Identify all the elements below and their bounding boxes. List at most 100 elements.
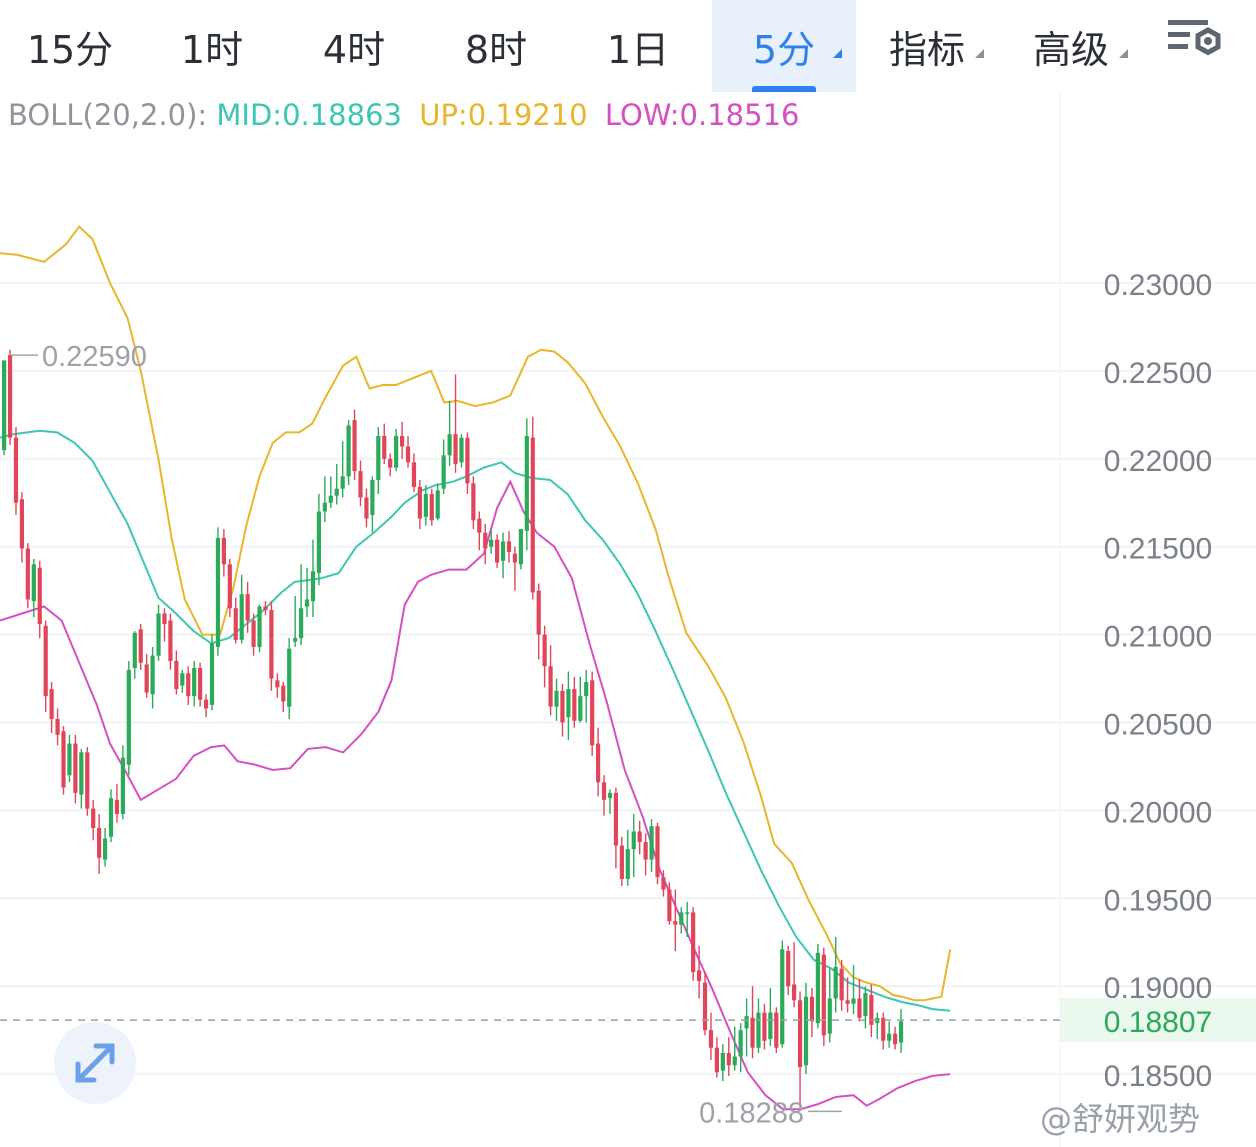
candle-body <box>13 437 19 503</box>
candle-body <box>132 632 137 669</box>
candle-body <box>453 434 458 465</box>
max-price-label: 0.22590 <box>42 341 147 373</box>
chart-settings-button[interactable] <box>1160 10 1230 70</box>
candle-body <box>566 689 571 718</box>
candle-body <box>429 493 434 521</box>
tab-5[interactable]: 5分 <box>712 0 856 92</box>
candle-body <box>91 808 96 828</box>
tab-6[interactable]: 指标 <box>856 0 998 92</box>
candle-body <box>43 625 48 697</box>
candle-body <box>352 420 357 472</box>
candle-body <box>293 638 298 642</box>
candle-body <box>275 680 280 688</box>
y-tick-label: 0.22500 <box>1104 357 1212 390</box>
y-tick-label: 0.23000 <box>1104 269 1212 302</box>
candle-body <box>590 680 595 746</box>
candle-body <box>411 462 417 487</box>
y-tick-label: 0.20000 <box>1104 796 1212 829</box>
candle-body <box>322 502 327 512</box>
candle-body <box>708 1030 714 1048</box>
candle-body <box>744 1016 749 1029</box>
candle-body <box>720 1053 725 1071</box>
candle-body <box>851 998 856 1004</box>
dropdown-caret-icon <box>1119 49 1128 58</box>
candle-body <box>631 831 636 850</box>
tab-label: 8时 <box>464 27 528 72</box>
candle-body <box>619 845 624 879</box>
candle-body <box>358 471 363 498</box>
candle-body <box>530 437 535 593</box>
candle-body <box>714 1047 719 1073</box>
tab-label: 高级 <box>1032 27 1109 72</box>
candle-body <box>578 696 583 721</box>
candle-body <box>732 1056 737 1066</box>
y-tick-label: 0.19500 <box>1104 884 1212 917</box>
candle-body <box>762 1012 767 1041</box>
tab-label: 1时 <box>180 27 244 72</box>
tab-4[interactable]: 1日 <box>568 0 708 92</box>
candle-body <box>388 458 393 468</box>
candle-body <box>738 1030 743 1057</box>
dropdown-caret-icon <box>975 49 984 58</box>
candle-body <box>655 826 660 878</box>
candle-body <box>304 599 310 607</box>
candle-body <box>512 553 518 563</box>
candle-body <box>37 567 42 625</box>
candle-body <box>857 998 862 1018</box>
candle-body <box>245 594 250 621</box>
candle-body <box>233 608 238 640</box>
candle-body <box>73 743 78 793</box>
candle-body <box>376 435 381 480</box>
candle-body <box>667 889 672 922</box>
candle-body <box>25 548 30 600</box>
candle-body <box>126 669 131 765</box>
candle-body <box>696 970 702 981</box>
candle-body <box>31 564 36 602</box>
candle-body <box>203 699 209 709</box>
candle-body <box>483 532 488 549</box>
dropdown-caret-icon <box>833 49 842 58</box>
boll-low: LOW:0.18516 <box>604 98 800 132</box>
candle-body <box>316 511 322 574</box>
y-tick-label: 0.21000 <box>1104 621 1212 654</box>
candle-body <box>310 571 316 602</box>
candle-body <box>97 827 102 858</box>
candle-body <box>596 743 601 783</box>
tab-0[interactable]: 15分 <box>0 0 140 92</box>
candle-body <box>691 912 696 973</box>
candle-body <box>786 951 791 987</box>
candle-body <box>120 757 125 814</box>
candle-body <box>2 360 7 451</box>
candle-body <box>821 954 826 1036</box>
y-tick-label: 0.20500 <box>1104 709 1212 742</box>
candle-body <box>465 437 470 484</box>
tab-7[interactable]: 高级 <box>1000 0 1142 92</box>
expand-icon <box>75 1043 115 1083</box>
tab-label: 4时 <box>322 27 386 72</box>
tab-2[interactable]: 4时 <box>284 0 424 92</box>
candle-body <box>435 490 440 519</box>
watermark: @舒妍观势 <box>1040 1100 1201 1138</box>
candle-body <box>281 685 286 702</box>
candle-body <box>328 495 333 503</box>
candlestick-chart[interactable]: 0.23000 0.22500 0.22000 0.21500 0.21000 0.205… <box>0 92 1256 1147</box>
candle-body <box>269 609 274 679</box>
candle-body <box>346 425 351 477</box>
candle-body <box>423 493 428 517</box>
candle-body <box>168 620 173 661</box>
candle-body <box>138 629 143 663</box>
candle-body <box>334 488 339 496</box>
boll-legend: BOLL(20,2.0): MID:0.18863 UP:0.19210 LOW… <box>8 98 807 132</box>
candle-body <box>108 798 114 837</box>
candle-body <box>340 476 345 489</box>
candle-body <box>845 1000 850 1004</box>
tab-1[interactable]: 1时 <box>142 0 282 92</box>
fullscreen-button[interactable] <box>54 1022 136 1104</box>
candle-body <box>67 743 72 776</box>
candle-body <box>417 486 422 519</box>
candle-body <box>495 539 500 563</box>
candle-body <box>649 826 654 860</box>
candle-body <box>186 673 191 697</box>
candle-body <box>554 690 559 707</box>
tab-3[interactable]: 8时 <box>426 0 566 92</box>
